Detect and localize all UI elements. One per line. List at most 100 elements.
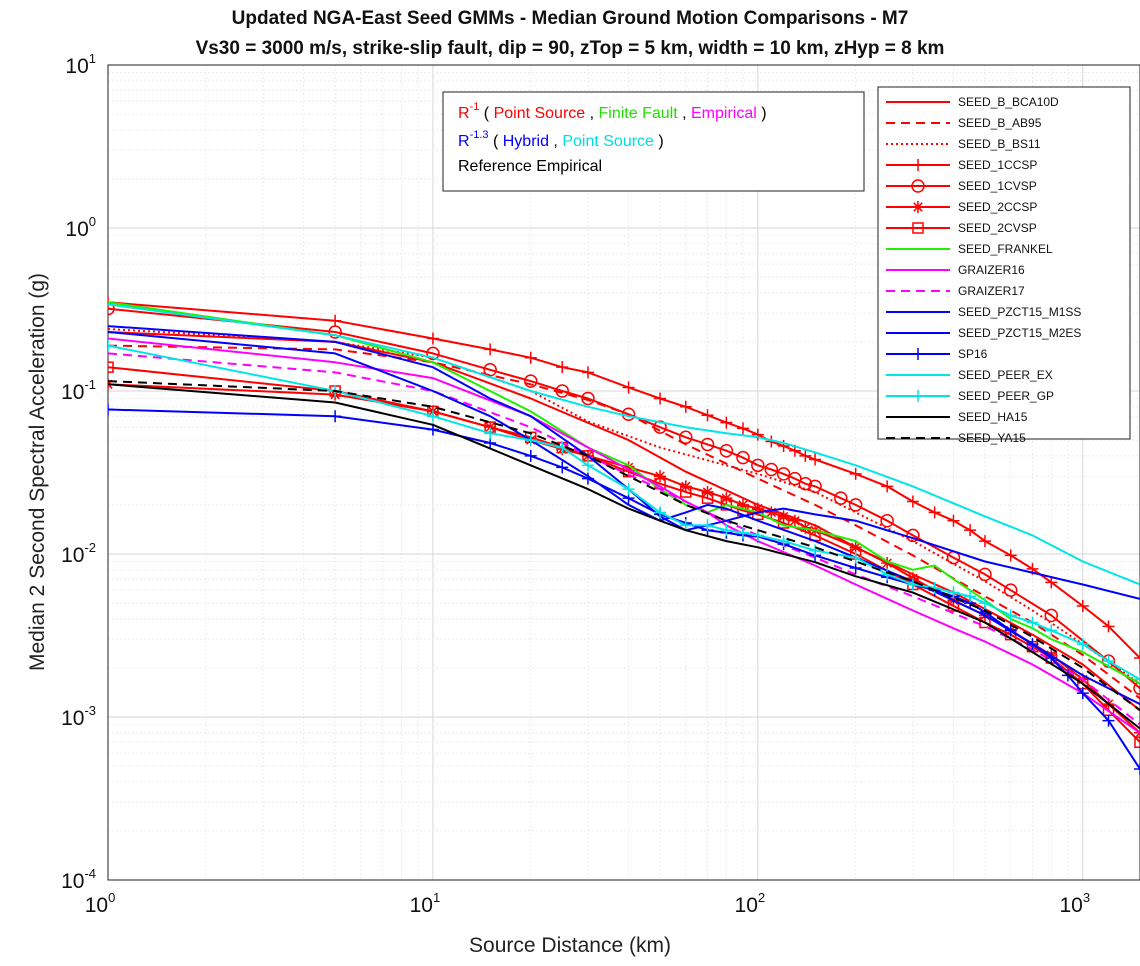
data-point [751,458,765,473]
annotation-segment: ( [489,133,503,150]
legend-label: SEED_B_BCA10D [958,95,1059,109]
data-point [1044,608,1059,623]
y-tick-label: 101 [65,51,96,78]
plot-frame [107,64,1140,881]
data-point [1045,652,1058,665]
legend-label: SEED_2CVSP [958,221,1037,235]
series-line [108,301,1140,659]
data-point [524,434,537,447]
legend-frame [877,86,1131,440]
data-point [720,524,733,537]
data-point [719,443,734,458]
legend-label: SEED_1CVSP [958,179,1037,193]
legend-label: SEED_YA15 [958,431,1026,445]
data-point [108,403,114,416]
data-point [622,381,635,394]
data-point [964,524,977,537]
series-line [108,307,1140,690]
data-point [720,492,733,505]
legend-item: SEED_PEER_EX [886,368,1053,382]
legend-label: SEED_PEER_EX [958,368,1053,382]
data-point [581,366,594,379]
annotation-segment: , [549,133,562,150]
legend-item: SEED_1CVSP [886,179,1037,193]
x-tick-label: 100 [85,890,116,917]
data-point [906,578,919,591]
annotation-line-2: R-1.3 ( Hybrid , Point Source ) [458,129,664,150]
annotation-segment: Empirical [691,105,757,122]
legend-item: SEED_PZCT15_M1SS [886,305,1081,319]
series-sp16 [108,403,1140,775]
data-point [1134,736,1140,748]
data-point [1134,762,1140,775]
legend-item: SEED_2CVSP [886,221,1037,235]
legend-label: SEED_HA15 [958,410,1028,424]
axis-ticks: 100 101 102 103 10-4 10-3 10-2 10-1 100 101 [61,51,1090,917]
data-point [1026,616,1039,629]
series-line [108,328,1140,685]
data-point [426,332,439,345]
data-point [654,470,667,483]
data-point [680,486,692,498]
data-point [329,410,342,423]
annotation-box: R-1 ( Point Source , Finite Fault , Empi… [442,91,865,192]
data-point [1045,576,1058,589]
data-point [736,450,750,465]
data-point [555,384,569,398]
data-point [108,301,115,316]
legend-item: SP16 [886,347,988,361]
x-tick-label: 101 [410,890,441,917]
data-point [881,480,894,493]
data-point [978,535,991,548]
data-point [947,586,960,599]
data-point [581,472,594,485]
data-point [1076,638,1089,651]
annotation-line-1: R-1 ( Point Source , Finite Fault , Empi… [458,101,767,122]
series-seed-b-ab95 [108,344,1140,700]
data-point [1133,681,1140,696]
data-point [978,567,992,582]
data-point [764,462,779,477]
legend-label: SEED_B_BS11 [958,137,1041,151]
data-point [1045,624,1058,637]
legend-item: SEED_PZCT15_M2ES [886,326,1081,340]
data-point [654,506,667,519]
data-point [848,498,863,512]
data-point [881,557,894,570]
chart-title: Updated NGA-East Seed GMMs - Median Grou… [232,8,909,29]
data-point [484,427,497,440]
legend-item: SEED_2CCSP [886,200,1037,214]
data-point [426,346,440,361]
data-point [524,449,537,462]
data-point [1102,620,1115,633]
data-point [906,495,919,508]
annotation-segment: R [458,133,470,150]
data-point [581,391,595,406]
annotation-segment: , [585,105,598,122]
data-point [849,551,862,564]
data-point [765,506,778,519]
legend-item: SEED_B_AB95 [886,116,1042,130]
data-point [978,597,991,610]
series-seed-1ccsp [108,296,1140,665]
legend-item: SEED_FRANKEL [886,242,1053,256]
y-tick-label: 10-4 [61,866,96,893]
data-point [1004,549,1017,562]
data-point [736,422,749,435]
legend-label: SEED_FRANKEL [958,242,1053,256]
legend-marker [912,201,924,213]
data-point [653,420,667,434]
data-point [736,526,749,539]
legend-marker [912,348,924,360]
series-seed-peer-ex [108,303,1140,586]
data-point [701,492,714,504]
x-tick-label: 103 [1059,890,1090,917]
legend-item: SEED_HA15 [886,410,1028,424]
annotation-frame [442,91,865,192]
legend-label: SEED_B_AB95 [958,116,1042,130]
annotation-segment: Hybrid [503,133,549,150]
data-point [849,562,862,575]
data-point [798,476,813,491]
annotation-segment: ) [757,105,767,122]
